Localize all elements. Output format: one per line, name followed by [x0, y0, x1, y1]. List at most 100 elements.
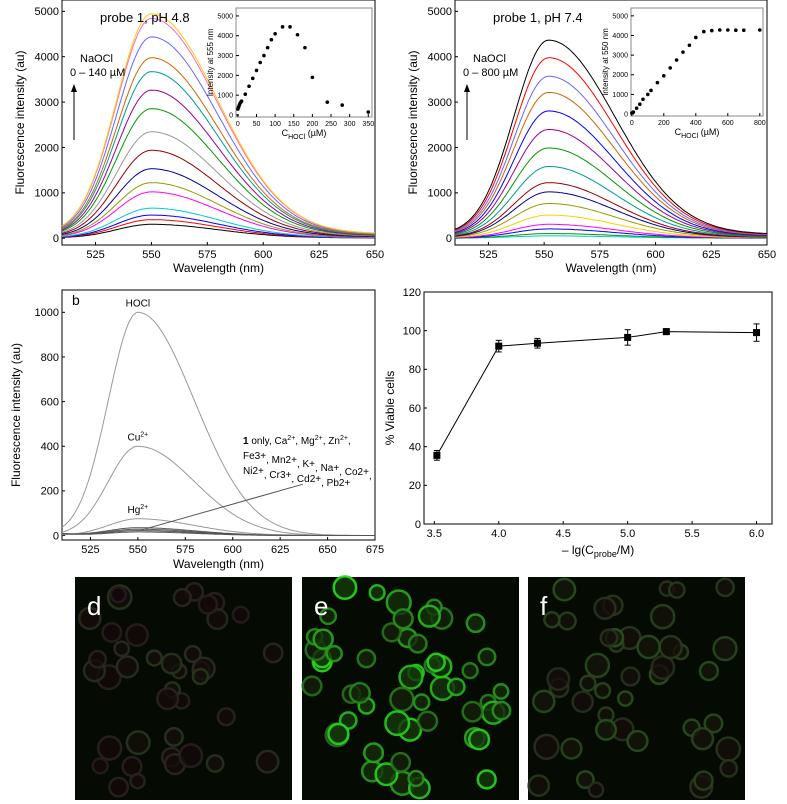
y-tick-label: 400 — [41, 441, 59, 453]
spectrum-line — [454, 166, 768, 237]
y-tick-label: 80 — [409, 364, 421, 376]
y-axis-label: Fluorescence intensity (au) — [13, 50, 27, 194]
y-tick-label: 3000 — [612, 53, 628, 60]
cell — [348, 681, 371, 705]
cell — [461, 661, 479, 680]
cell — [626, 729, 649, 753]
cell — [587, 781, 605, 799]
chart-b: 525 550 575 600 625 650 675 0 200 400 600 800 1000 HO… — [9, 289, 384, 571]
y-tick-label: 5000 — [35, 6, 59, 18]
cell — [390, 751, 412, 773]
plot-frame — [454, 0, 768, 246]
y-tick-label: 800 — [41, 352, 59, 364]
x-tick-label: 600 — [254, 249, 272, 261]
y-axis-label: % Viable cells — [383, 371, 397, 445]
inset-point — [254, 68, 259, 73]
inset-point — [269, 37, 274, 42]
cell — [91, 757, 109, 775]
inset-point — [340, 103, 344, 107]
cell — [384, 710, 411, 737]
cell — [476, 769, 497, 790]
spectrum-line — [454, 203, 768, 238]
cell — [468, 728, 491, 751]
y-tick-label: 100 — [403, 326, 421, 338]
cell — [492, 683, 510, 700]
spectrum-line — [61, 131, 375, 237]
y-tick-label: 4000 — [217, 33, 233, 40]
viability-line — [436, 331, 757, 456]
x-tick-label: 3.5 — [427, 528, 442, 540]
plot-frame — [630, 7, 764, 117]
cell — [579, 674, 597, 692]
cell — [690, 726, 715, 751]
cell — [160, 652, 183, 675]
series-label: HOCl — [126, 298, 150, 309]
inset-y-label: Intensity at 555 nm — [206, 28, 215, 96]
cell — [620, 666, 641, 687]
series-label: Hg2+ — [127, 504, 148, 516]
x-tick-label: 625 — [310, 249, 328, 261]
y-tick-label: 0 — [446, 233, 452, 245]
cell — [319, 607, 338, 626]
spectrum-line — [454, 182, 768, 238]
inset-point — [366, 110, 371, 114]
y-tick-label: 5000 — [428, 6, 452, 18]
y-tick-label: 1000 — [35, 307, 59, 319]
cell — [262, 642, 284, 664]
inset-point — [681, 50, 685, 54]
inset-y-label: Intensity at 550 nm — [601, 28, 610, 96]
micrograph-e: e — [301, 575, 519, 800]
cell — [715, 736, 742, 763]
cell — [698, 660, 720, 682]
x-tick-label: 550 — [142, 249, 160, 261]
cell — [461, 700, 484, 723]
y-tick-label: 20 — [409, 480, 421, 492]
others-label: Ni2+, Cr3+, Cd2+, Pb2+ — [243, 466, 350, 489]
cell — [616, 690, 634, 707]
panel-label: e — [314, 591, 328, 621]
inset-point — [710, 28, 714, 33]
cell — [667, 581, 686, 599]
y-tick-label: 3000 — [35, 97, 59, 109]
spectrum-line — [61, 36, 376, 235]
cell — [477, 647, 497, 667]
panel-label: d — [87, 591, 101, 621]
inset-x-label: CHOCl (µM) — [282, 128, 327, 141]
data-point — [753, 329, 761, 337]
y-tick-label: 2000 — [612, 72, 628, 79]
spectrum-line — [454, 57, 768, 235]
y-tick-label: 1000 — [35, 188, 59, 200]
inset-point — [662, 73, 666, 78]
inset-point — [288, 25, 292, 29]
data-point — [624, 333, 632, 341]
data-point — [433, 451, 441, 459]
cell — [389, 686, 415, 713]
cell — [145, 649, 163, 667]
x-tick-label: 400 — [690, 120, 702, 127]
inset-point — [634, 106, 639, 110]
y-tick-label: 1000 — [428, 188, 452, 200]
y-tick-label: 0 — [229, 112, 233, 119]
x-tick-label: 4.5 — [556, 528, 571, 540]
x-tick-label: 600 — [224, 544, 242, 556]
cell — [649, 603, 676, 630]
annotation: NaOCl — [473, 53, 506, 65]
y-tick-label: 1000 — [217, 93, 233, 100]
cell — [88, 649, 108, 669]
cell — [125, 623, 149, 648]
cell — [527, 774, 551, 797]
cell — [446, 677, 466, 697]
x-tick-label: 4.0 — [491, 528, 506, 540]
cell — [715, 577, 735, 598]
x-tick-label: 525 — [81, 544, 99, 556]
spectrum-line — [61, 168, 375, 238]
cell — [312, 628, 334, 650]
annotation-range: 0 – 140 µM — [70, 67, 125, 79]
inset-chart: 0 50 100 150 200 250 300 350 0 1000 2000 3000 4000 50… — [206, 7, 374, 141]
y-tick-label: 0 — [53, 233, 59, 245]
y-tick-label: 0 — [624, 111, 628, 118]
x-tick-label: 200 — [307, 121, 319, 128]
y-tick-label: 5000 — [612, 13, 628, 20]
x-tick-label: 200 — [658, 120, 670, 127]
